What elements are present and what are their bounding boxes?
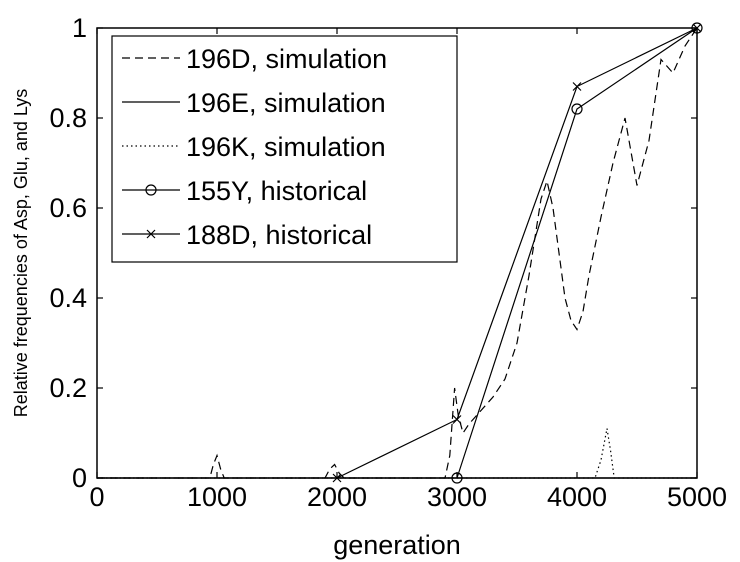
legend-entry-label: 188D, historical	[186, 220, 372, 250]
axes-layer: 0 1000 2000 3000 4000 5000 0 0.2 0.4 0.6 0.8 1	[49, 13, 727, 512]
series-line-3	[97, 428, 697, 479]
x-tick-label: 4000	[547, 482, 607, 512]
data-point-cross	[452, 415, 462, 424]
data-point-cross	[572, 82, 582, 91]
x-tick-label: 0	[89, 482, 104, 512]
legend: 196D, simulation 196E, simulation 196K, si…	[111, 35, 458, 263]
y-axis-title: Relative frequencies of Asp, Glu, and Ly…	[11, 89, 31, 418]
y-tick-label: 0.8	[49, 103, 87, 133]
y-tick-label: 0.2	[49, 373, 87, 403]
legend-entry-label: 155Y, historical	[186, 176, 367, 206]
x-tick-label: 1000	[187, 482, 247, 512]
legend-entry-label: 196D, simulation	[186, 44, 387, 74]
legend-box	[111, 35, 458, 263]
y-tick-label: 0.4	[49, 283, 87, 313]
legend-entry-label: 196K, simulation	[186, 132, 386, 162]
y-tick-label: 1	[72, 13, 87, 43]
series-layer	[97, 22, 703, 484]
x-axis-title: generation	[333, 530, 461, 560]
data-point-circle	[571, 103, 583, 115]
legend-entry-label: 196E, simulation	[186, 88, 386, 118]
y-tick-label: 0.6	[49, 193, 87, 223]
series-line-5	[336, 27, 698, 479]
legend-marker-cross	[146, 229, 156, 239]
x-tick-label: 3000	[427, 482, 487, 512]
legend-marker-circle	[145, 184, 157, 196]
x-tick-label: 2000	[307, 482, 367, 512]
y-tick-label: 0	[72, 463, 87, 493]
x-tick-label: 5000	[667, 482, 727, 512]
series-line-1	[97, 27, 698, 479]
series-line-4	[456, 27, 698, 479]
